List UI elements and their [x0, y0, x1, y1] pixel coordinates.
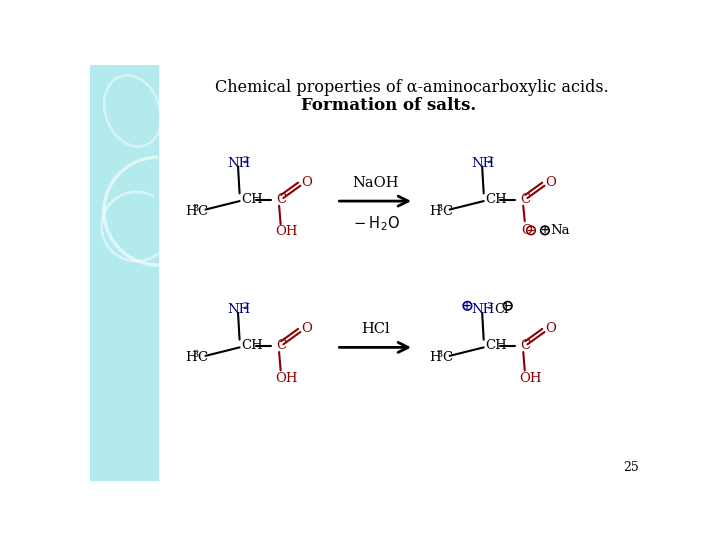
Text: +: +: [464, 301, 472, 311]
Text: H: H: [429, 351, 441, 364]
Text: Na: Na: [550, 224, 570, 237]
Text: C: C: [442, 351, 452, 364]
Text: C: C: [198, 351, 208, 364]
Text: −: −: [527, 225, 535, 235]
Text: C: C: [198, 205, 208, 218]
Text: CH: CH: [485, 339, 507, 353]
Text: Formation of salts.: Formation of salts.: [301, 97, 476, 114]
Text: NH: NH: [228, 303, 251, 316]
Text: NH: NH: [228, 157, 251, 170]
Text: O: O: [521, 224, 532, 237]
Text: CH: CH: [241, 339, 263, 353]
Text: 25: 25: [623, 462, 639, 475]
Text: 3: 3: [436, 350, 443, 359]
Text: OH: OH: [275, 225, 298, 238]
Text: C: C: [276, 193, 286, 206]
Text: HCl: HCl: [361, 322, 390, 336]
Text: 3: 3: [486, 302, 492, 311]
Text: −: −: [504, 301, 512, 311]
Text: H: H: [429, 205, 441, 218]
Text: NH: NH: [472, 303, 495, 316]
Text: 3: 3: [192, 350, 199, 359]
Text: 3: 3: [436, 204, 443, 213]
Text: O: O: [301, 322, 312, 335]
Text: $\rm - H_2O$: $\rm - H_2O$: [351, 214, 400, 233]
Text: O: O: [301, 176, 312, 189]
Text: H: H: [185, 351, 197, 364]
Text: CH: CH: [241, 193, 263, 206]
Text: 3: 3: [192, 204, 199, 213]
Text: 2: 2: [242, 302, 248, 311]
Text: C: C: [520, 339, 530, 353]
Text: NaOH: NaOH: [352, 176, 398, 190]
Text: +: +: [541, 225, 549, 235]
Text: OH: OH: [275, 372, 298, 384]
Text: 2: 2: [486, 156, 492, 165]
Text: H: H: [185, 205, 197, 218]
Text: Chemical properties of α-aminocarboxylic acids.: Chemical properties of α-aminocarboxylic…: [215, 79, 608, 97]
Text: CH: CH: [485, 193, 507, 206]
Text: Cl: Cl: [495, 303, 509, 316]
Text: O: O: [545, 322, 556, 335]
Text: C: C: [520, 193, 530, 206]
Text: C: C: [276, 339, 286, 353]
Text: C: C: [442, 205, 452, 218]
Text: NH: NH: [472, 157, 495, 170]
Text: OH: OH: [519, 372, 542, 384]
Text: O: O: [545, 176, 556, 189]
Bar: [90, 65, 158, 481]
Text: 2: 2: [242, 156, 248, 165]
